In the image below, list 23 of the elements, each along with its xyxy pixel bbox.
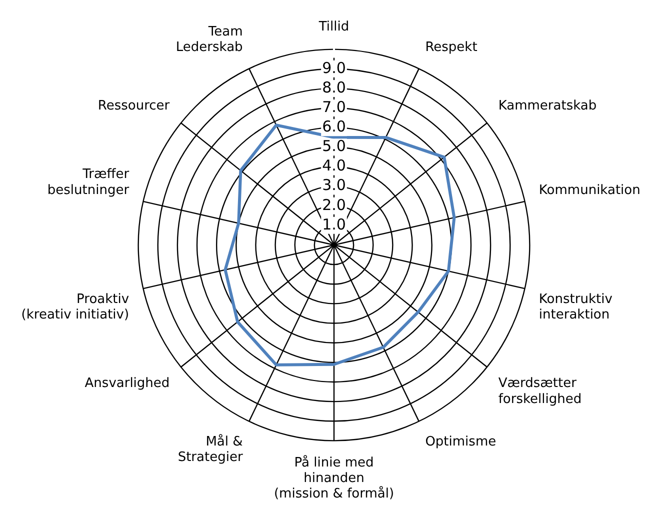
y-tick-label: 5.0 xyxy=(322,137,346,156)
y-tick-label: 6.0 xyxy=(322,117,346,136)
spoke-label: Tillid xyxy=(318,19,350,34)
spoke-label: På linie med hinanden (mission & formål) xyxy=(274,454,394,502)
y-tick-label: 7.0 xyxy=(322,98,346,116)
y-tick-label: 8.0 xyxy=(322,78,346,96)
spoke-label: Ressourcer xyxy=(98,98,170,114)
spoke-label: Team Lederskab xyxy=(176,24,243,56)
spoke-label: Kammeratskab xyxy=(498,98,597,114)
spoke-label: Ansvarlighed xyxy=(84,376,170,392)
y-tick-label: 9.0 xyxy=(322,58,346,77)
spoke-label: Konstruktiv interaktion xyxy=(538,292,613,323)
spoke-label: Optimisme xyxy=(425,434,496,450)
y-tick-label: 3.0 xyxy=(322,176,346,194)
spoke-label: Proaktiv (kreativ initiativ) xyxy=(21,292,130,323)
spoke-label: Mål & Strategier xyxy=(178,434,244,466)
y-tick-label: 4.0 xyxy=(322,156,346,175)
spoke-label: Værdsætter forskellighed xyxy=(498,376,582,407)
spoke-label: Kommunikation xyxy=(538,182,640,198)
y-tick-label: 2.0 xyxy=(322,196,346,214)
y-tick-label: 1.0 xyxy=(322,215,346,234)
spoke-label: Respekt xyxy=(425,40,478,56)
spoke-label: Træffer beslutninger xyxy=(47,167,130,198)
